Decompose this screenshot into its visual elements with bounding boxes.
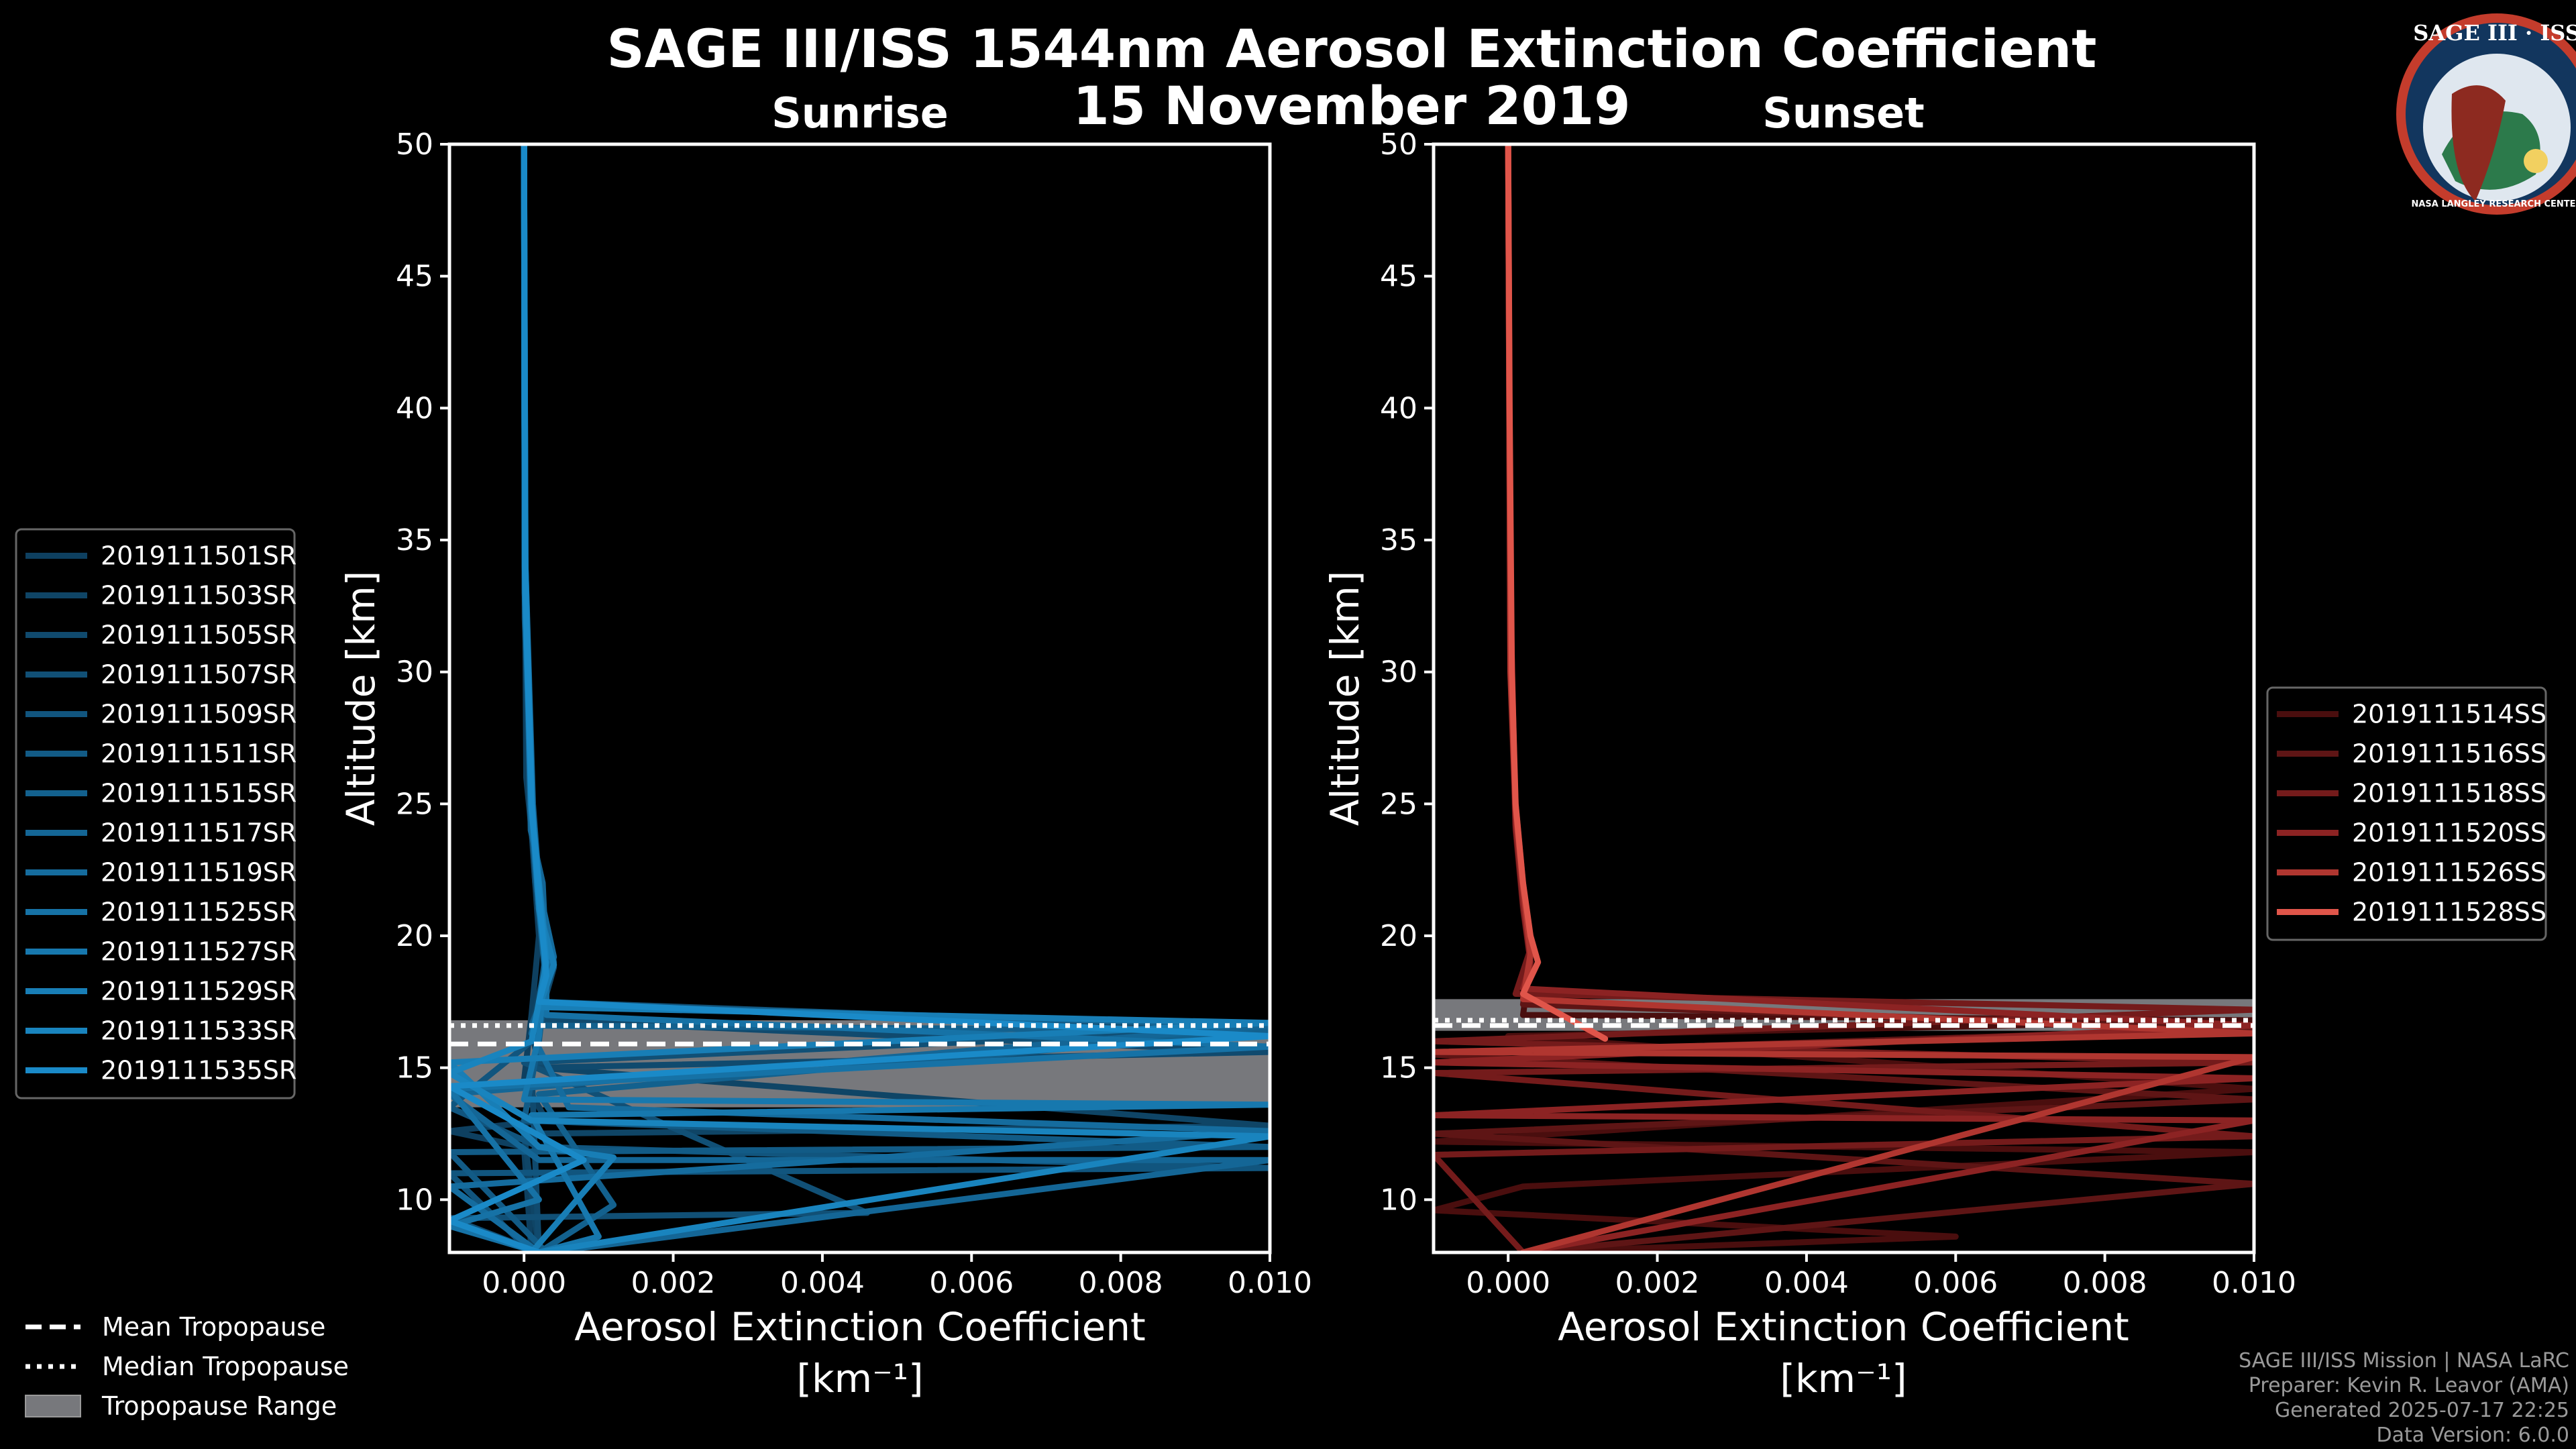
sunset-legend-label: 2019111516SS (2352, 739, 2546, 769)
sage-logo: SAGE III · ISS NASA LANGLEY RESEARCH CEN… (2396, 13, 2576, 215)
sunrise-legend-label: 2019111527SR (101, 937, 297, 967)
logo-text: SAGE III · ISS (2413, 20, 2576, 46)
sunset-tropopause-lines (1434, 1018, 2254, 1028)
sunset-y-ticks: 10 15 20 25 30 35 40 45 50 (1380, 127, 1434, 1217)
sunrise-series-2019111535SR (449, 144, 1270, 1252)
sunrise-y-tick-label: 20 (396, 919, 433, 953)
sunrise-legend-label: 2019111509SR (101, 700, 297, 729)
tropopause-legend-label: Tropopause Range (101, 1391, 337, 1421)
tropopause-range-swatch (25, 1395, 81, 1417)
sunrise-legend-label: 2019111503SR (101, 581, 297, 610)
sunset-x-ticks: 0.000 0.002 0.004 0.006 0.008 0.010 (1466, 1252, 2296, 1300)
sunrise-x-tick-label: 0.008 (1079, 1266, 1163, 1300)
credit-line-2: Preparer: Kevin R. Leavor (AMA) (2249, 1374, 2569, 1397)
sunrise-x-tick-label: 0.000 (482, 1266, 566, 1300)
credit-line-3: Generated 2025-07-17 22:25 (2275, 1399, 2569, 1422)
sunrise-y-tick-label: 50 (396, 127, 433, 162)
sunset-y-tick-label: 50 (1380, 127, 1417, 162)
sunset-x-tick-label: 0.002 (1615, 1266, 1700, 1300)
sunset-series-2019111528SS (1505, 144, 1609, 1042)
sunset-y-tick-label: 35 (1380, 523, 1417, 557)
sunrise-y-ticks: 10 15 20 25 30 35 40 45 50 (396, 127, 449, 1217)
sunset-x-tick-label: 0.006 (1913, 1266, 1998, 1300)
credits: SAGE III/ISS Mission | NASA LaRC Prepare… (2239, 1349, 2569, 1447)
sunrise-legend-label: 2019111529SR (101, 977, 297, 1006)
sunset-y-tick-label: 10 (1380, 1183, 1417, 1217)
sunrise-x-tick-label: 0.002 (631, 1266, 716, 1300)
tropopause-legend-label: Median Tropopause (102, 1352, 349, 1381)
sunrise-y-tick-label: 15 (396, 1051, 433, 1085)
credit-line-4: Data Version: 6.0.0 (2377, 1424, 2569, 1447)
sunset-y-label: Altitude [km] (1322, 571, 1368, 826)
sunrise-y-tick-label: 10 (396, 1183, 433, 1217)
sunrise-y-label: Altitude [km] (338, 571, 384, 826)
sunrise-x-ticks: 0.000 0.002 0.004 0.006 0.008 0.010 (482, 1252, 1312, 1300)
sunrise-panel: Sunrise 0.000 0.002 0.004 0.006 0.008 0.010 1… (338, 89, 1312, 1401)
sunset-y-tick-label: 15 (1380, 1051, 1417, 1085)
sunrise-y-tick-label: 45 (396, 260, 433, 294)
sunset-panel-title: Sunset (1762, 89, 1925, 138)
sunset-legend: 2019111514SS 2019111516SS 2019111518SS 2019… (2266, 686, 2547, 941)
sunset-panel: Sunset 0.000 0.002 0.004 0.006 0.008 0.010 10… (1322, 89, 2296, 1401)
sunrise-series-group (449, 144, 1270, 1252)
sunset-y-tick-label: 20 (1380, 919, 1417, 953)
sunrise-legend-label: 2019111525SR (101, 898, 297, 927)
sunrise-legend-label: 2019111501SR (101, 541, 297, 571)
figure-date: 15 November 2019 (1073, 76, 1630, 137)
sunset-y-tick-label: 45 (1380, 260, 1417, 294)
sunrise-y-tick-label: 35 (396, 523, 433, 557)
sunrise-x-unit: [km⁻¹] (796, 1356, 923, 1401)
sunset-x-tick-label: 0.000 (1466, 1266, 1550, 1300)
sunrise-legend-label: 2019111533SR (101, 1016, 297, 1046)
sunset-x-tick-label: 0.004 (1764, 1266, 1849, 1300)
sunset-axes-frame (1432, 142, 2256, 1254)
sunrise-y-tick-label: 25 (396, 787, 433, 821)
sunrise-x-tick-label: 0.010 (1228, 1266, 1312, 1300)
sunrise-tropopause-lines (449, 1023, 1270, 1046)
figure-title: SAGE III/ISS 1544nm Aerosol Extinction C… (607, 19, 2097, 80)
sunset-y-tick-label: 25 (1380, 787, 1417, 821)
sunset-x-tick-label: 0.010 (2212, 1266, 2296, 1300)
sunrise-legend-label: 2019111519SR (101, 858, 297, 888)
sunrise-x-label: Aerosol Extinction Coefficient (574, 1304, 1146, 1350)
sunrise-legend-label: 2019111505SR (101, 621, 297, 650)
sunrise-legend-label: 2019111507SR (101, 660, 297, 690)
sunset-series-group (1434, 144, 2254, 1252)
sunset-legend-label: 2019111526SS (2352, 858, 2546, 888)
sunrise-x-tick-label: 0.004 (780, 1266, 865, 1300)
sunset-y-tick-label: 40 (1380, 391, 1417, 425)
sunrise-legend-label: 2019111515SR (101, 779, 297, 808)
credit-line-1: SAGE III/ISS Mission | NASA LaRC (2239, 1349, 2569, 1373)
sunrise-axes-frame (447, 142, 1272, 1254)
logo-ring-text: NASA LANGLEY RESEARCH CENTER (2411, 199, 2576, 209)
sunset-legend-label: 2019111514SS (2352, 700, 2546, 729)
sunrise-legend-label: 2019111535SR (101, 1056, 297, 1085)
sunrise-legend-label: 2019111517SR (101, 818, 297, 848)
sunset-x-unit: [km⁻¹] (1780, 1356, 1907, 1401)
tropopause-legend: Mean Tropopause Median Tropopause Tropopau… (25, 1312, 349, 1421)
sunrise-panel-title: Sunrise (771, 89, 949, 138)
sunset-legend-label: 2019111518SS (2352, 779, 2546, 808)
sunrise-y-tick-label: 30 (396, 655, 433, 690)
sunrise-legend: 2019111501SR 2019111503SR 2019111505SR 2019… (15, 528, 297, 1099)
sunset-x-label: Aerosol Extinction Coefficient (1558, 1304, 2129, 1350)
sunset-x-tick-label: 0.008 (2063, 1266, 2147, 1300)
sunset-legend-label: 2019111528SS (2352, 898, 2546, 927)
sunrise-x-tick-label: 0.006 (929, 1266, 1014, 1300)
sunrise-legend-label: 2019111511SR (101, 739, 297, 769)
sunrise-legend-box (15, 528, 296, 1099)
tropopause-legend-label: Mean Tropopause (102, 1312, 325, 1342)
sunset-y-tick-label: 30 (1380, 655, 1417, 690)
sunrise-y-tick-label: 40 (396, 391, 433, 425)
sunset-legend-label: 2019111520SS (2352, 818, 2546, 848)
